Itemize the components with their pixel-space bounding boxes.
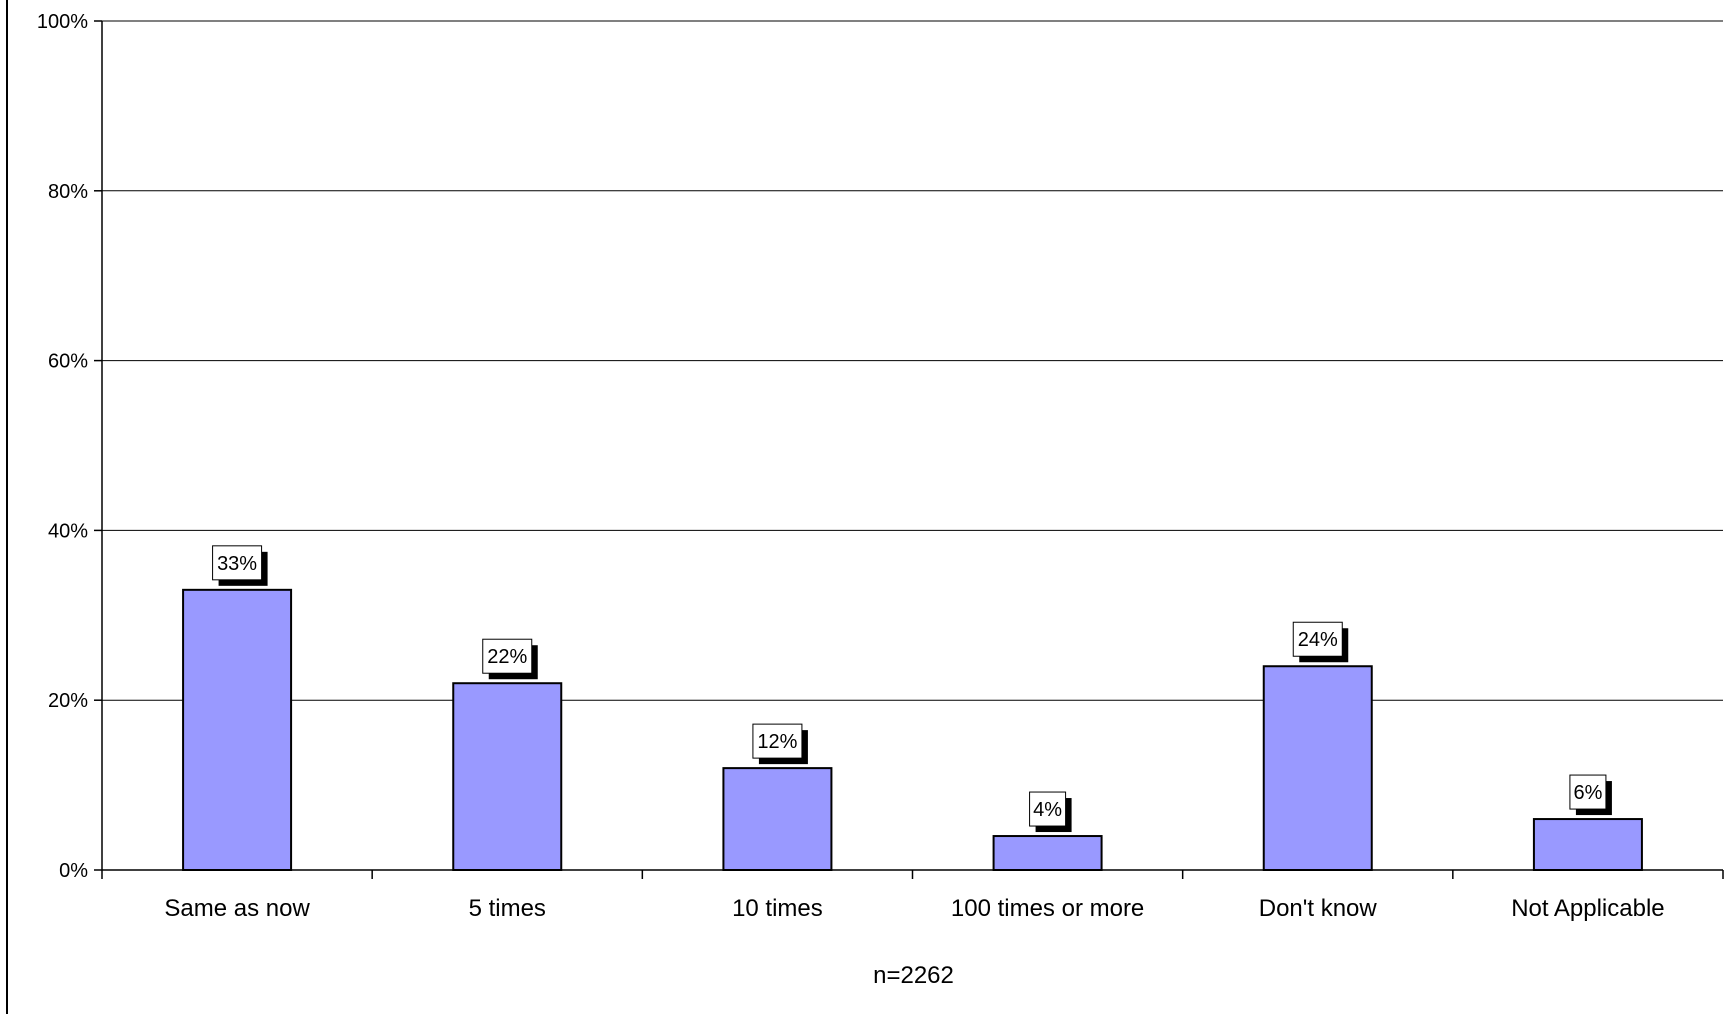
data-label: 24%	[1292, 621, 1349, 663]
x-tick-label: 10 times	[732, 895, 823, 922]
data-label-text: 33%	[217, 553, 257, 575]
y-tick-label: 0%	[59, 860, 88, 882]
y-axis-ticks: 0% 20% 40% 60% 80% 100%	[37, 11, 102, 882]
data-label-box	[482, 638, 533, 674]
x-tick-label: Not Applicable	[1511, 895, 1664, 922]
y-tick-label: 60%	[48, 351, 88, 373]
data-label-text: 24%	[1298, 629, 1338, 651]
x-tick-label: 5 times	[469, 895, 546, 922]
x-tick-label: Don't know	[1259, 895, 1378, 922]
bar	[182, 588, 293, 872]
y-tick-label: 20%	[48, 690, 88, 712]
data-label: 22%	[482, 638, 538, 680]
data-labels: 33% 22% 12% 4% 24% 6%	[212, 545, 1612, 833]
data-label: 6%	[1569, 774, 1612, 816]
data-label: 33%	[212, 545, 268, 586]
x-axis-ticks: Same as now 5 times 10 times 100 times or m…	[101, 870, 1724, 922]
data-label-text: 22%	[487, 646, 527, 668]
data-label: 12%	[752, 723, 808, 765]
data-label: 4%	[1029, 791, 1072, 833]
x-tick-label: Same as now	[164, 895, 310, 922]
bar	[1262, 665, 1373, 871]
data-label-text: 4%	[1033, 799, 1062, 821]
data-label-box	[1292, 621, 1343, 657]
bar	[452, 682, 563, 871]
data-label-box	[212, 545, 263, 581]
sample-size-note: n=2262	[873, 962, 954, 989]
bars	[182, 588, 1643, 872]
bar	[992, 835, 1103, 871]
data-label-text: 12%	[757, 731, 797, 753]
y-tick-label: 100%	[37, 11, 88, 33]
bar	[1532, 818, 1643, 871]
x-tick-label: 100 times or more	[951, 895, 1144, 922]
bar	[722, 767, 833, 871]
data-label-box	[1029, 791, 1067, 827]
y-tick-label: 80%	[48, 181, 88, 203]
y-tick-label: 40%	[48, 520, 88, 542]
data-label-box	[1569, 774, 1607, 810]
data-label-box	[752, 723, 803, 759]
gridlines	[102, 20, 1723, 701]
data-label-text: 6%	[1573, 782, 1602, 804]
